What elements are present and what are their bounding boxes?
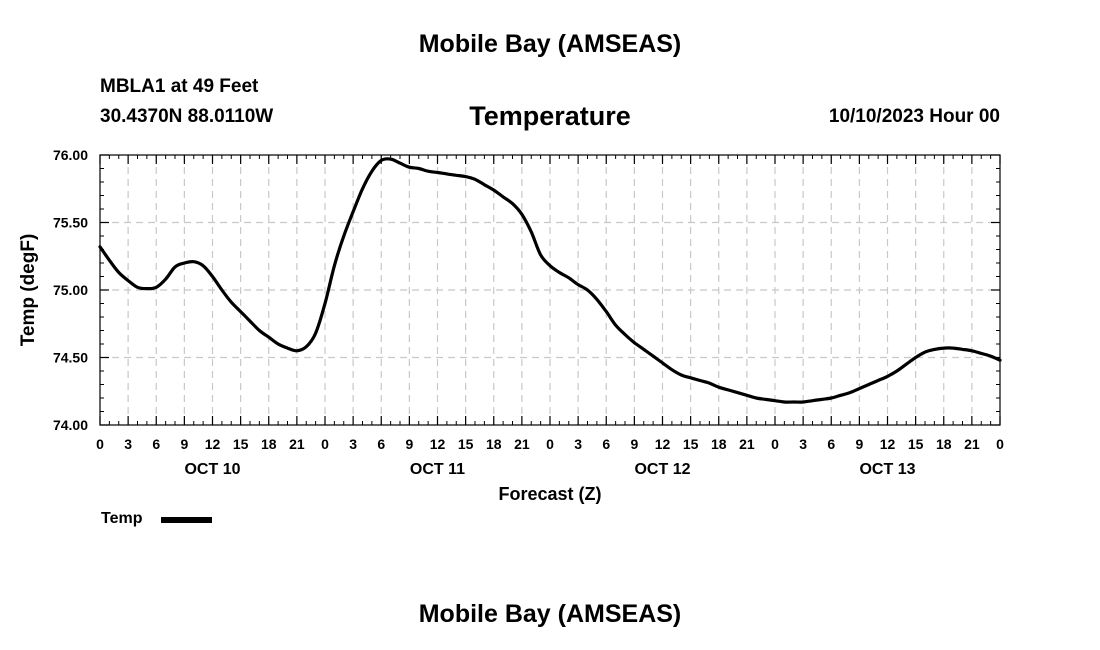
x-tick-label: 0 [321,436,329,452]
chart-series [98,157,1002,404]
x-tick-label: 12 [430,436,446,452]
coordinates-label: 30.4370N 88.0110W [100,106,274,127]
x-tick-label: 21 [964,436,980,452]
x-tick-label: 6 [827,436,835,452]
x-tick-label: 15 [458,436,474,452]
day-label: OCT 10 [184,461,240,478]
x-tick-label: 12 [205,436,221,452]
legend-label: Temp [101,510,143,527]
y-tick-label: 74.50 [53,350,88,366]
x-tick-label: 18 [711,436,727,452]
x-tick-label: 18 [936,436,952,452]
x-tick-label: 18 [261,436,277,452]
y-tick-label: 75.50 [53,215,88,231]
x-tick-label: 9 [405,436,413,452]
x-tick-label: 21 [514,436,530,452]
x-tick-label: 9 [630,436,638,452]
y-axis-title: Temp (degF) [18,234,39,347]
x-tick-label: 3 [574,436,582,452]
x-tick-label: 0 [96,436,104,452]
x-tick-label: 12 [880,436,896,452]
x-tick-label: 0 [546,436,554,452]
day-label: OCT 11 [410,461,465,478]
x-tick-label: 3 [124,436,132,452]
legend-swatch [161,517,212,523]
x-tick-label: 12 [655,436,671,452]
y-tick-label: 76.00 [53,147,88,163]
day-label: OCT 12 [634,461,690,478]
x-tick-label: 15 [908,436,924,452]
x-tick-label: 6 [377,436,385,452]
x-tick-label: 0 [996,436,1004,452]
x-tick-label: 21 [289,436,305,452]
x-tick-label: 6 [602,436,610,452]
x-tick-label: 3 [799,436,807,452]
plot-frame [99,154,1001,426]
chart-ticks [99,154,1001,426]
chart-main-title: Mobile Bay (AMSEAS) [418,30,682,58]
x-tick-label: 18 [486,436,502,452]
series-line-temp [98,157,1002,404]
x-tick-label: 21 [739,436,755,452]
variable-title: Temperature [469,101,631,131]
station-label: MBLA1 at 49 Feet [100,76,259,97]
x-tick-label: 3 [349,436,357,452]
chart-footer-title: Mobile Bay (AMSEAS) [418,600,682,628]
chart-grid [100,155,1000,425]
x-tick-label: 0 [771,436,779,452]
x-tick-label: 6 [152,436,160,452]
day-label: OCT 13 [859,461,915,478]
x-tick-label: 15 [233,436,249,452]
y-tick-label: 75.00 [53,282,88,298]
y-tick-label: 74.00 [53,417,88,433]
chart-labels: 0 3 6 9 12 15 18 21 0 3 6 9 12 15 18 21 0 3 6 9 12 15 18 21 0 3 6 9… [18,147,1004,504]
x-tick-label: 15 [683,436,699,452]
x-tick-label: 9 [855,436,863,452]
x-axis-title: Forecast (Z) [498,484,601,504]
x-tick-label: 9 [180,436,188,452]
forecast-datetime: 10/10/2023 Hour 00 [828,106,1000,127]
